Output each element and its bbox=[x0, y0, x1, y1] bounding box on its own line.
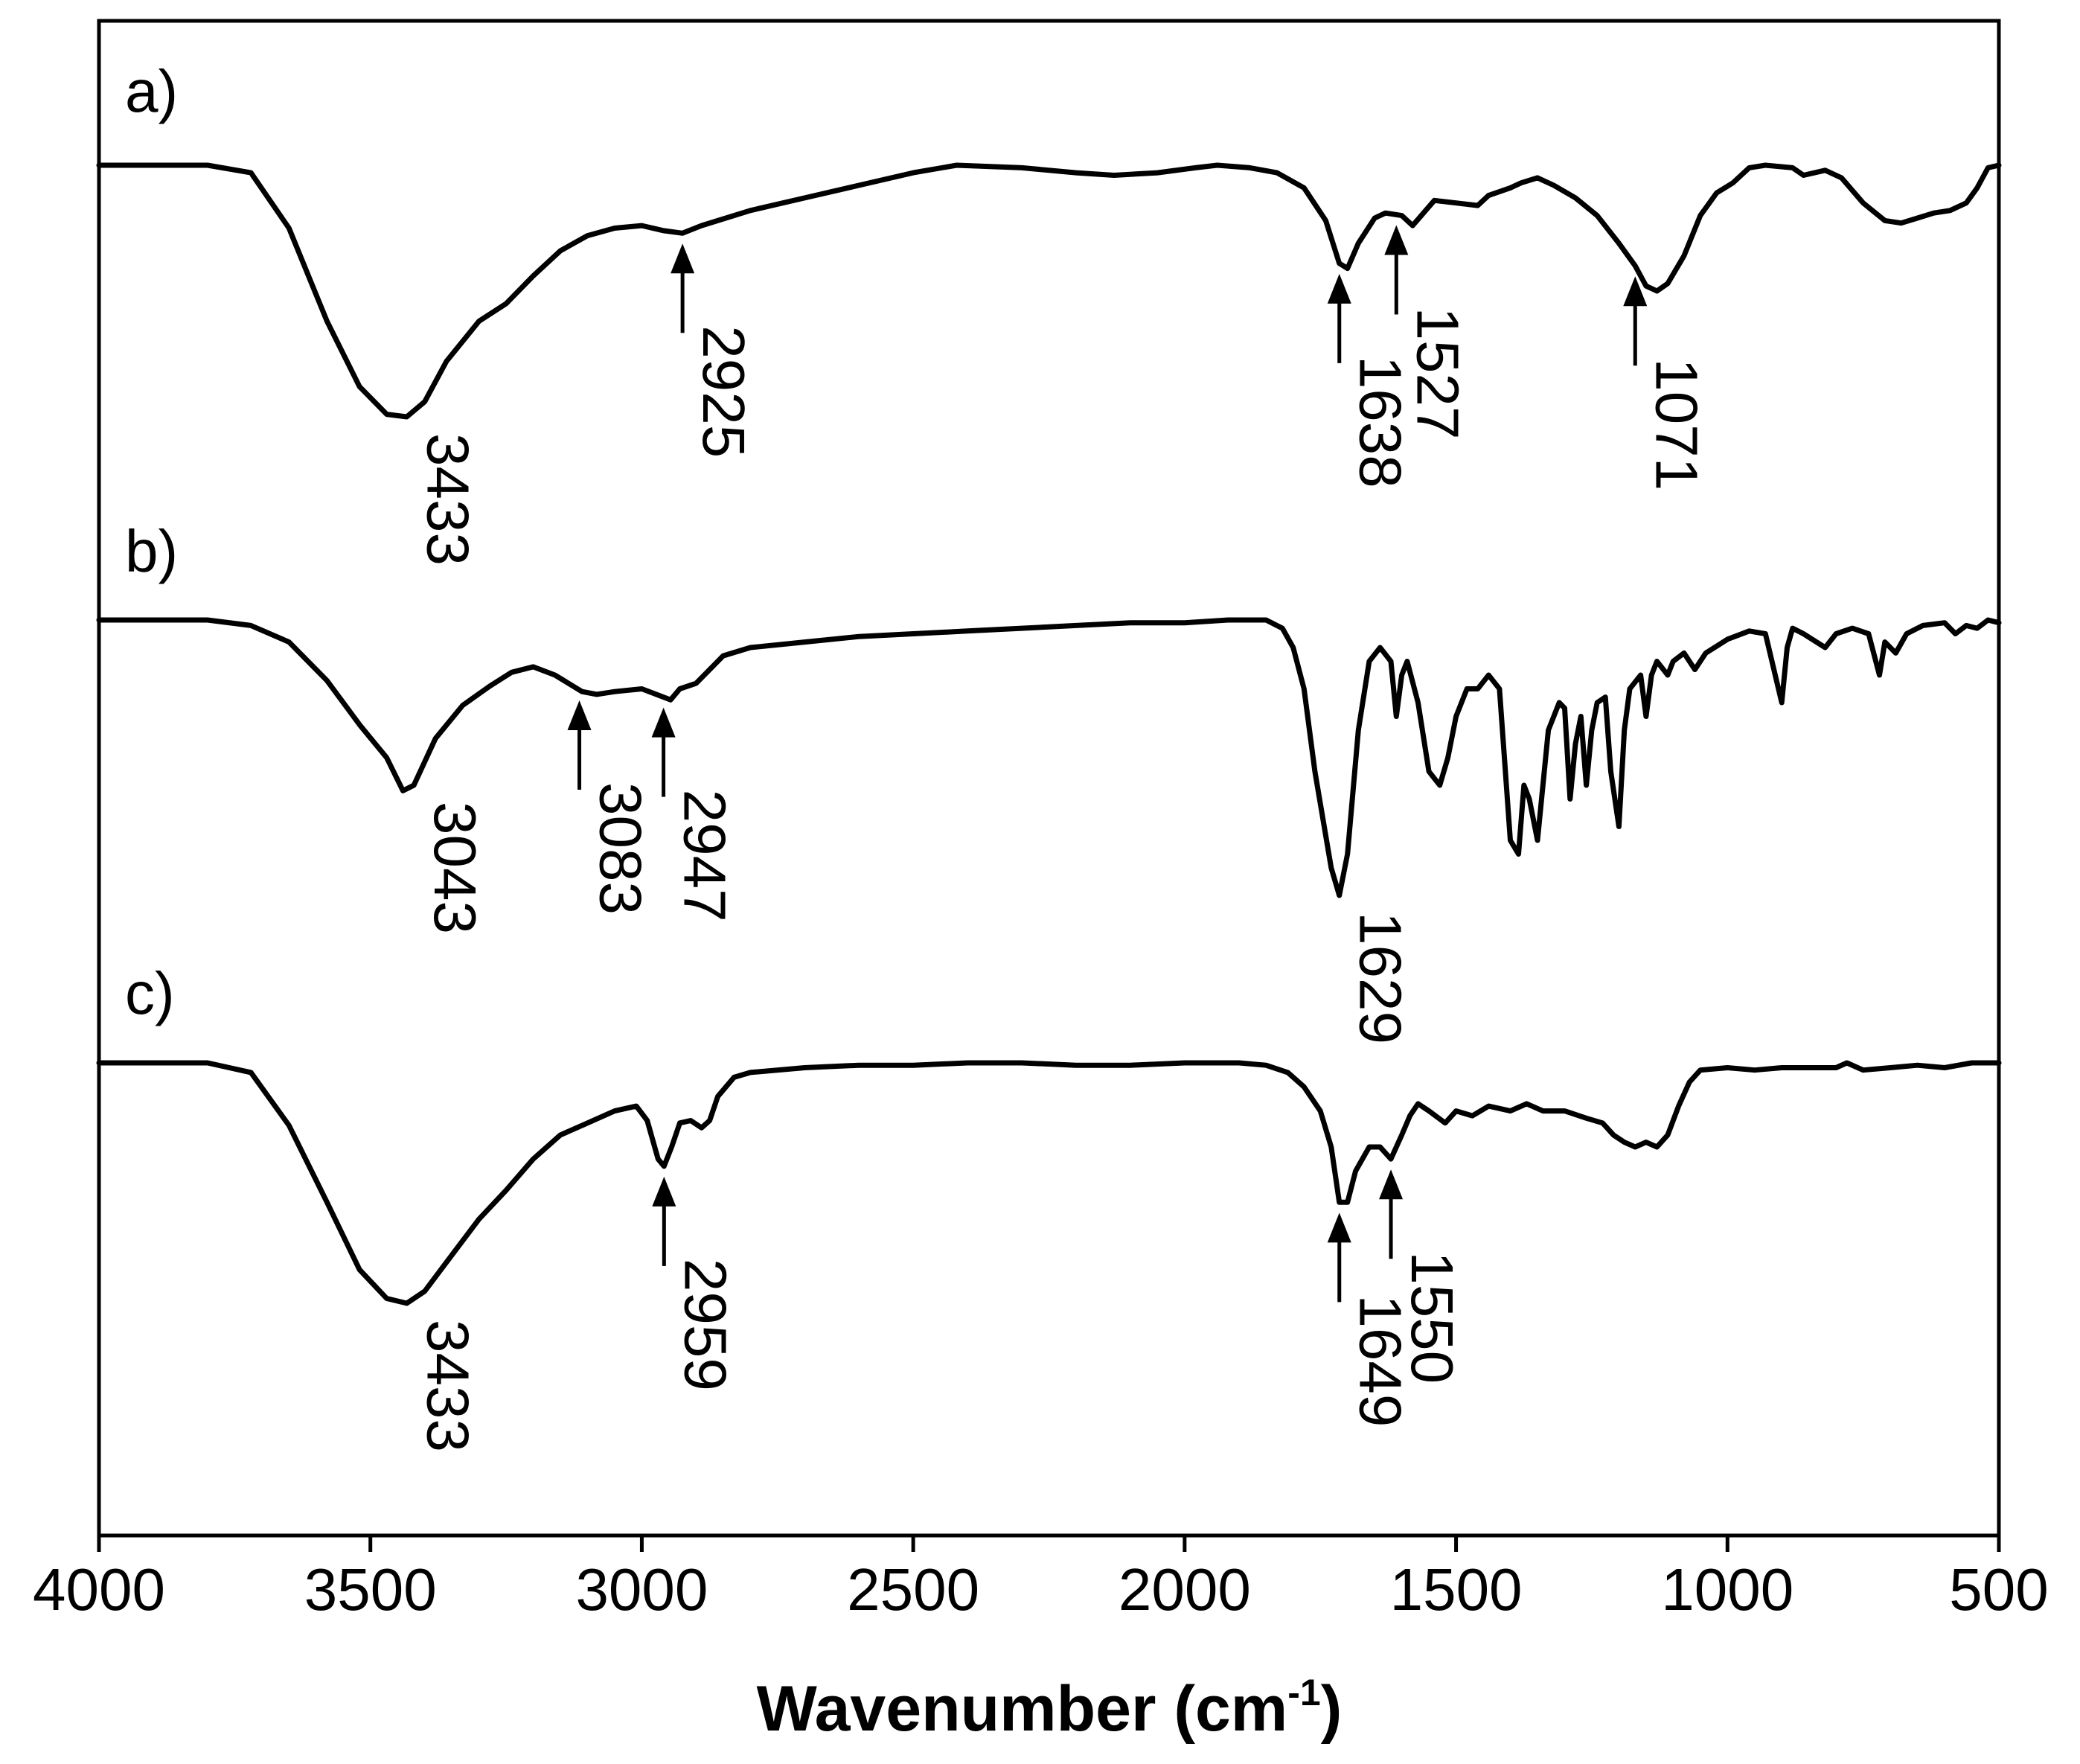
spectrum-line-a bbox=[96, 162, 2002, 420]
peak-label-1629: 1629 bbox=[1348, 912, 1414, 1044]
plot-frame bbox=[97, 19, 2001, 1538]
x-tick-label-1500: 1500 bbox=[1390, 1556, 1523, 1623]
peak-label-1649: 1649 bbox=[1348, 1294, 1414, 1427]
panel-label-b: b) bbox=[125, 518, 178, 584]
peak-arrow-head-2959 bbox=[652, 1176, 676, 1207]
x-tick-label-2500: 2500 bbox=[847, 1556, 979, 1623]
peak-label-3043: 3043 bbox=[422, 802, 488, 934]
x-tick-label-500: 500 bbox=[1949, 1556, 2048, 1623]
peak-label-1071: 1071 bbox=[1643, 358, 1709, 490]
peak-arrow-head-1071 bbox=[1623, 276, 1648, 307]
x-tick-label-4000: 4000 bbox=[33, 1556, 165, 1623]
peak-arrow-head-1527 bbox=[1384, 225, 1409, 255]
x-tick-label-2000: 2000 bbox=[1119, 1556, 1251, 1623]
spectra-group bbox=[96, 162, 2002, 1306]
peak-label-3083: 3083 bbox=[588, 782, 654, 915]
x-axis-title: Wavenumber (cm-1) bbox=[757, 1672, 1343, 1745]
x-axis-title-superscript: -1 bbox=[1287, 1672, 1320, 1713]
peak-label-3433: 3433 bbox=[415, 1320, 481, 1452]
x-tick-label-3500: 3500 bbox=[304, 1556, 437, 1623]
peak-arrow-head-1649 bbox=[1327, 1212, 1351, 1243]
peak-arrow-head-1550 bbox=[1379, 1169, 1404, 1200]
x-tick-label-1000: 1000 bbox=[1661, 1556, 1793, 1623]
panel-label-a: a) bbox=[125, 58, 178, 124]
peak-arrow-head-3083 bbox=[567, 700, 592, 730]
peak-arrow-head-2925 bbox=[671, 243, 695, 274]
x-axis-title-main: Wavenumber (cm bbox=[757, 1673, 1288, 1745]
peak-label-2947: 2947 bbox=[672, 790, 738, 922]
peak-label-3433: 3433 bbox=[415, 433, 481, 566]
peak-label-2925: 2925 bbox=[691, 325, 757, 458]
peak-arrow-head-2947 bbox=[651, 707, 676, 738]
peak-label-1638: 1638 bbox=[1348, 356, 1414, 488]
x-axis-tick-labels: 4000 3500 3000 2500 2000 1500 1000 500 bbox=[33, 1556, 2049, 1623]
panel-label-c: c) bbox=[125, 960, 175, 1026]
peak-arrow-head-1638 bbox=[1327, 273, 1351, 304]
x-axis-ticks bbox=[97, 1535, 2001, 1552]
x-axis-title-suffix: ) bbox=[1321, 1673, 1343, 1745]
peak-label-2959: 2959 bbox=[672, 1259, 738, 1391]
x-tick-label-3000: 3000 bbox=[575, 1556, 708, 1623]
peak-label-1527: 1527 bbox=[1404, 307, 1471, 439]
spectrum-line-b bbox=[96, 617, 2002, 898]
spectrum-line-c bbox=[96, 1060, 2002, 1306]
panel-labels: a) b) c) bbox=[125, 58, 178, 1026]
peak-label-1550: 1550 bbox=[1399, 1251, 1465, 1384]
